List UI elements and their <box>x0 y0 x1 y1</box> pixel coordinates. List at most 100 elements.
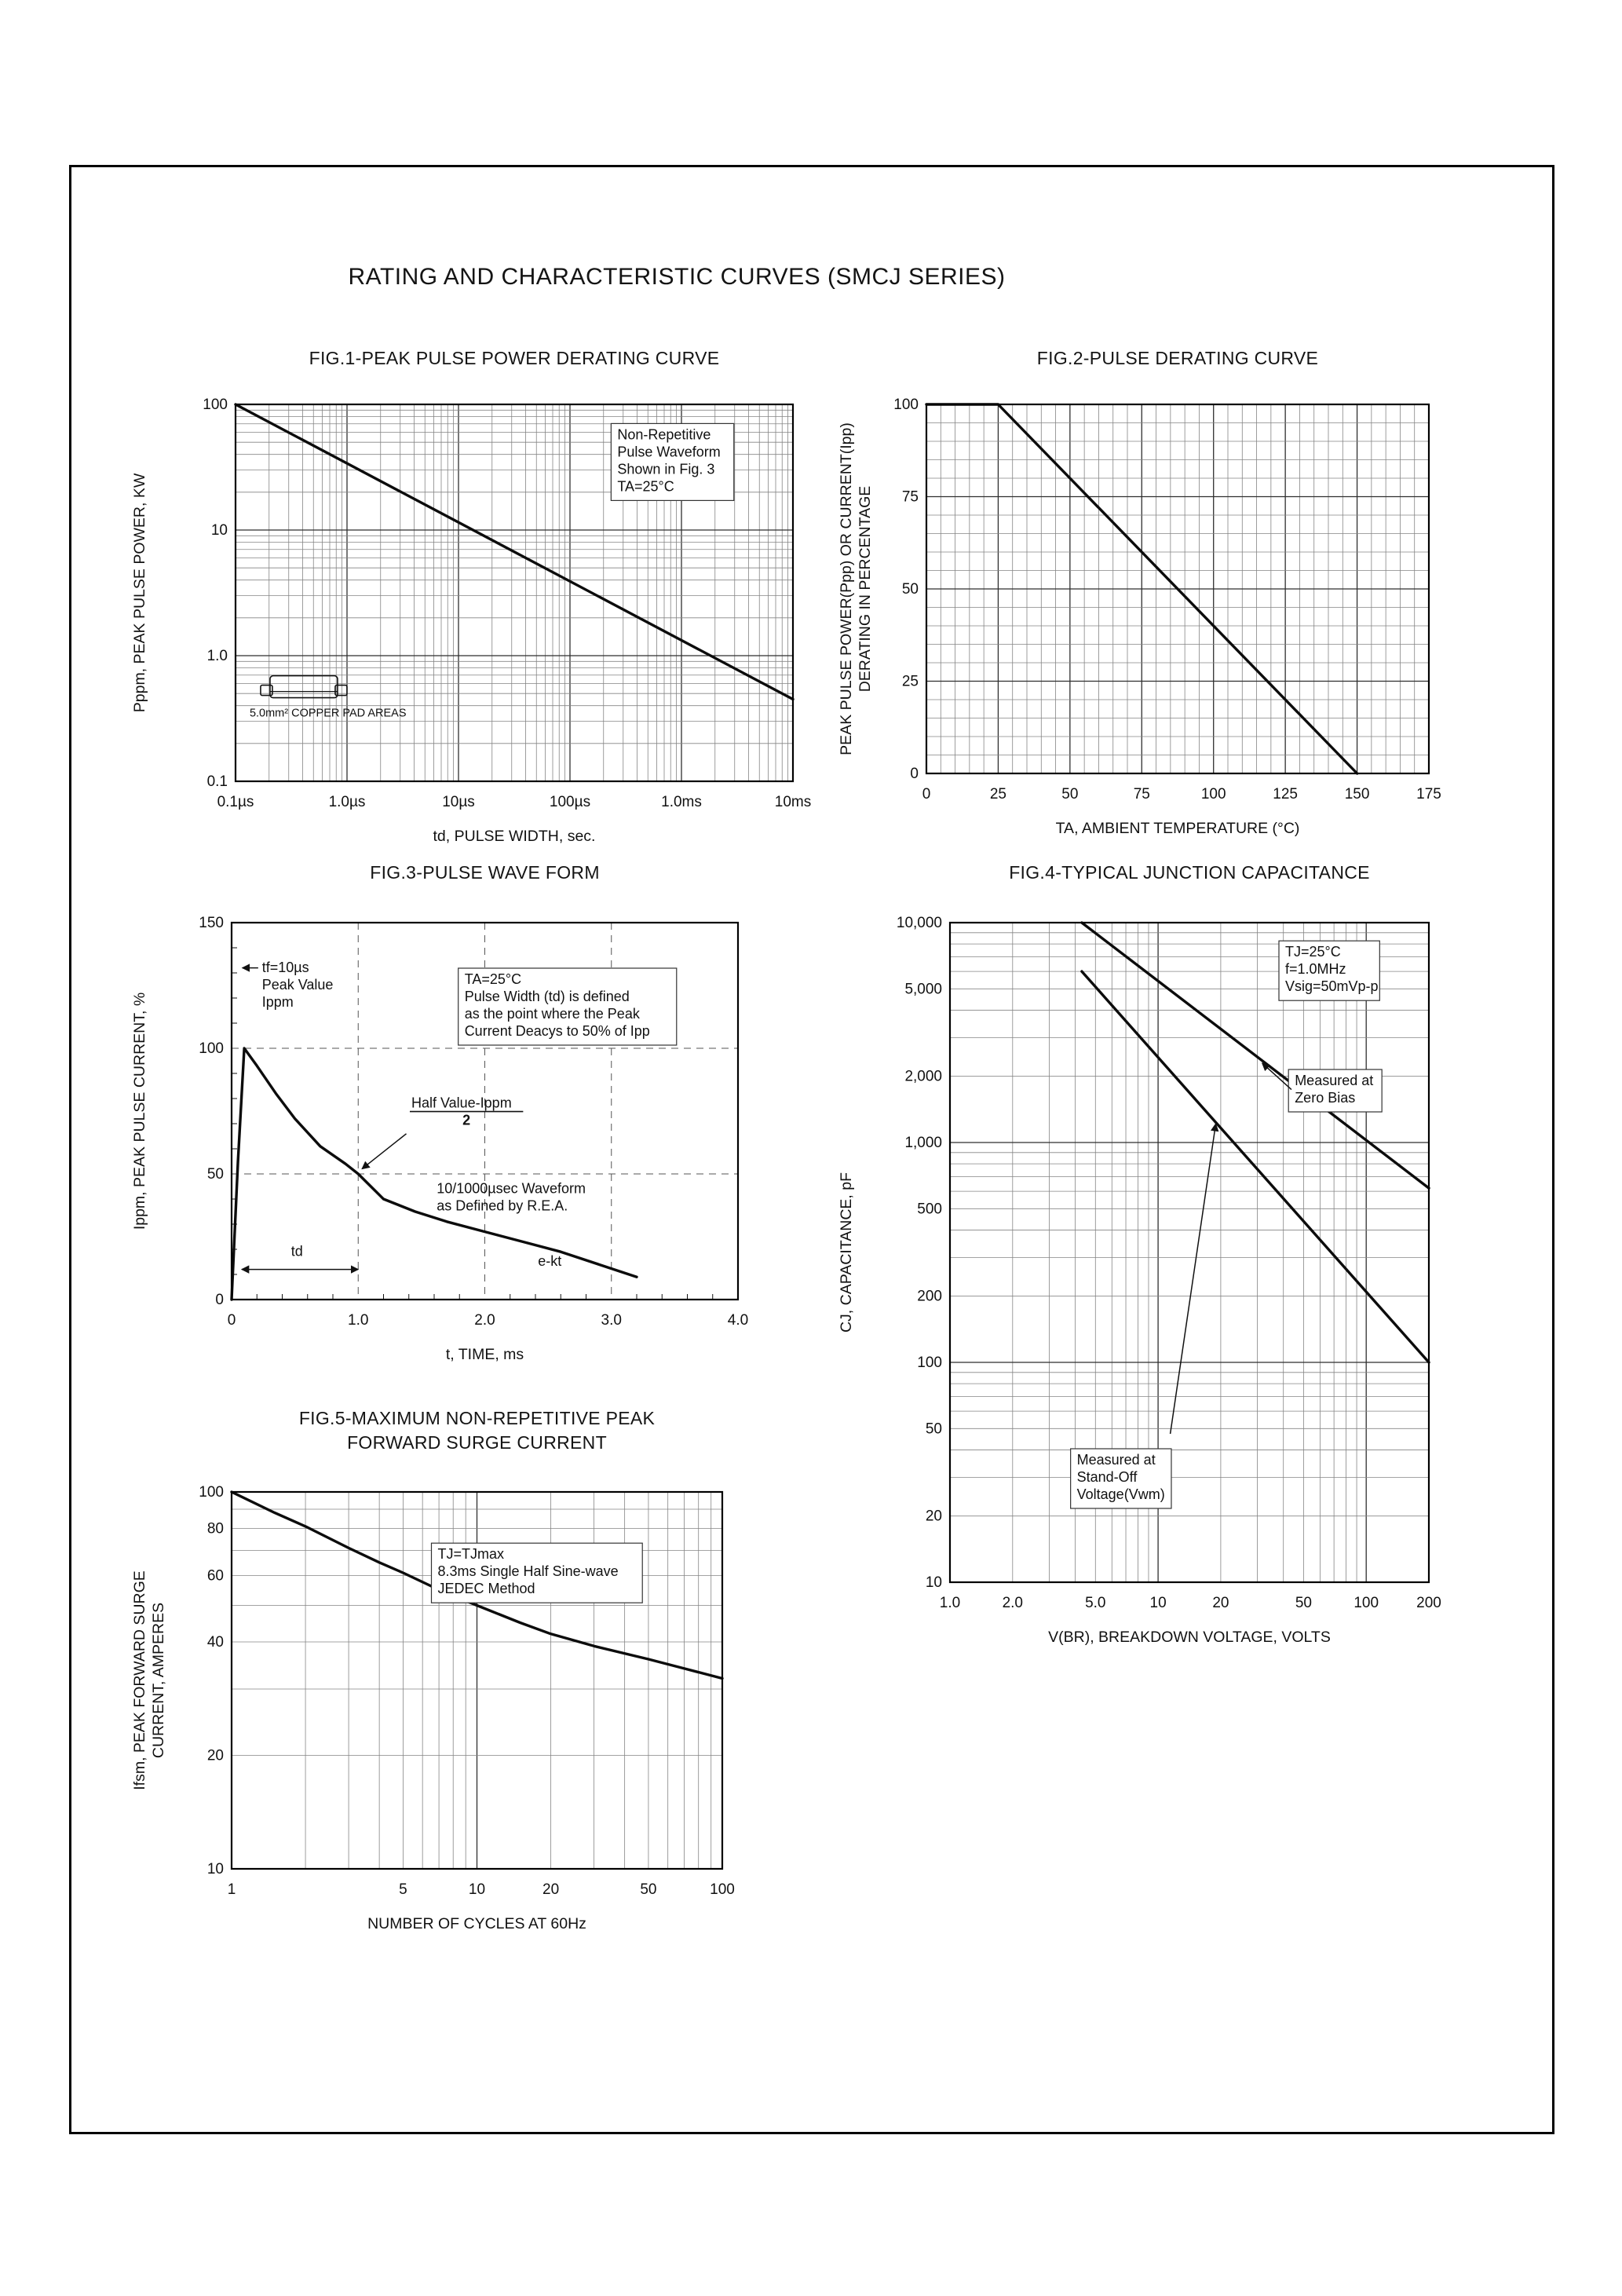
svg-text:Zero Bias: Zero Bias <box>1295 1090 1355 1106</box>
fig3-axis-labels: 0 1.0 2.0 3.0 4.0 0 50 100 150 t, TIME, ms Ippm, P… <box>131 915 748 1363</box>
page-border-frame <box>69 165 1554 2134</box>
svg-text:Peak Value: Peak Value <box>262 977 334 993</box>
svg-text:100: 100 <box>199 1484 224 1501</box>
svg-text:tf=10µs: tf=10µs <box>262 960 309 975</box>
svg-text:5: 5 <box>399 1881 407 1898</box>
fig1-plot-border <box>234 403 795 783</box>
fig2-plot-border <box>925 403 1430 775</box>
svg-text:200: 200 <box>1416 1595 1441 1611</box>
svg-text:5.0: 5.0 <box>1085 1595 1105 1611</box>
svg-text:25: 25 <box>990 786 1006 803</box>
svg-text:Shown in Fig. 3: Shown in Fig. 3 <box>617 461 714 477</box>
svg-text:50: 50 <box>640 1881 656 1898</box>
fig1-series <box>234 403 795 701</box>
svg-text:JEDEC Method: JEDEC Method <box>438 1581 535 1596</box>
svg-text:1.0µs: 1.0µs <box>329 794 366 810</box>
svg-text:10/1000µsec Waveform: 10/1000µsec Waveform <box>437 1180 586 1196</box>
svg-text:100: 100 <box>203 397 228 413</box>
svg-text:10µs: 10µs <box>442 794 475 810</box>
svg-text:60: 60 <box>207 1567 224 1584</box>
figure-1-chart: 0.1µs 1.0µs 10µs 100µs 1.0ms 10ms 100 10 1.0 0.1 t… <box>131 397 811 845</box>
svg-text:5,000: 5,000 <box>904 981 942 997</box>
figure-5-max-forward-surge-current: FIG.5-MAXIMUM NON-REPETITIVE PEAK FORWAR… <box>118 1402 871 1963</box>
page-title: RATING AND CHARACTERISTIC CURVES (SMCJ S… <box>348 264 1006 290</box>
svg-text:100: 100 <box>1201 786 1226 803</box>
svg-text:20: 20 <box>207 1748 224 1764</box>
svg-text:50: 50 <box>1061 786 1078 803</box>
svg-text:Vsig=50mVp-p: Vsig=50mVp-p <box>1285 978 1379 994</box>
fig4-grid <box>950 923 1429 1582</box>
figure-3-pulse-wave-form: FIG.3-PULSE WAVE FORM 0 1.0 2.0 3.0 4.0 0 50 10… <box>118 856 871 1394</box>
series-peak-pulse-power-derating <box>234 403 795 701</box>
figure-3-title: FIG.3-PULSE WAVE FORM <box>370 862 600 883</box>
svg-text:150: 150 <box>1345 786 1370 803</box>
svg-text:80: 80 <box>207 1521 224 1537</box>
svg-text:100: 100 <box>917 1355 942 1371</box>
svg-text:10: 10 <box>1150 1595 1167 1611</box>
svg-text:50: 50 <box>902 581 919 598</box>
svg-text:Half Value-Ippm: Half Value-Ippm <box>411 1095 512 1111</box>
svg-text:as Defined by R.E.A.: as Defined by R.E.A. <box>437 1197 568 1213</box>
svg-text:Ippm, PEAK PULSE CURRENT, %: Ippm, PEAK PULSE CURRENT, % <box>131 993 148 1230</box>
svg-text:25: 25 <box>902 674 919 690</box>
fig3-plot-border <box>230 921 740 1301</box>
svg-text:3.0: 3.0 <box>601 1312 622 1329</box>
svg-text:100: 100 <box>893 397 919 413</box>
series-measured-at-stand-off-voltage <box>1080 970 1430 1364</box>
fig2-grid <box>926 404 1429 773</box>
svg-text:0: 0 <box>922 786 931 803</box>
svg-text:0: 0 <box>910 766 919 782</box>
svg-text:f=1.0MHz: f=1.0MHz <box>1285 961 1346 977</box>
svg-text:V(BR), BREAKDOWN VOLTAGE, VOLT: V(BR), BREAKDOWN VOLTAGE, VOLTS <box>1048 1629 1331 1646</box>
svg-text:75: 75 <box>1134 786 1150 803</box>
svg-text:Current Deacys to 50% of Ipp: Current Deacys to 50% of Ipp <box>465 1023 650 1039</box>
fig1-grid <box>236 404 793 781</box>
svg-text:100: 100 <box>1353 1595 1379 1611</box>
svg-text:100µs: 100µs <box>550 794 590 810</box>
svg-text:10: 10 <box>211 522 228 539</box>
svg-text:100: 100 <box>710 1881 735 1898</box>
svg-text:CJ, CAPACITANCE, pF: CJ, CAPACITANCE, pF <box>838 1172 855 1333</box>
svg-text:2,000: 2,000 <box>904 1069 942 1085</box>
svg-text:10: 10 <box>926 1574 942 1591</box>
svg-text:1.0: 1.0 <box>348 1312 368 1329</box>
figure-1-title: FIG.1-PEAK PULSE POWER DERATING CURVE <box>309 348 720 368</box>
fig4-axis-labels: 1.0 2.0 5.0 10 20 50 100 200 10,000 5,000 2,000 1,0… <box>838 915 1441 1646</box>
fig3-series <box>230 1047 638 1301</box>
svg-text:100: 100 <box>199 1040 224 1057</box>
svg-text:150: 150 <box>199 915 224 931</box>
figure-3-chart: 0 1.0 2.0 3.0 4.0 0 50 100 150 t, TIME, ms Ippm, P… <box>131 915 748 1363</box>
svg-text:10,000: 10,000 <box>897 915 942 931</box>
fig5-plot-border <box>230 1490 724 1870</box>
svg-text:TA=25°C: TA=25°C <box>617 478 674 494</box>
figure-4-title: FIG.4-TYPICAL JUNCTION CAPACITANCE <box>1009 862 1370 883</box>
svg-text:TA=25°C: TA=25°C <box>465 971 521 987</box>
svg-text:50: 50 <box>926 1420 942 1437</box>
svg-text:Ifsm, PEAK FORWARD SURGE: Ifsm, PEAK FORWARD SURGE <box>131 1570 148 1790</box>
svg-text:1,000: 1,000 <box>904 1135 942 1151</box>
series-pulse-waveform <box>230 1047 638 1301</box>
fig1-axis-labels: 0.1µs 1.0µs 10µs 100µs 1.0ms 10ms 100 10 1.0 0.1 t… <box>131 397 811 845</box>
fig2-axis-labels: 0 25 50 75 100 125 150 175 0 25 50 75 100 TA, AMBIENT… <box>838 397 1441 837</box>
svg-text:CURRENT, AMPERES: CURRENT, AMPERES <box>150 1603 167 1758</box>
svg-text:1: 1 <box>228 1881 236 1898</box>
svg-text:10: 10 <box>469 1881 485 1898</box>
fig4-plot-border <box>948 921 1430 1584</box>
svg-text:t, TIME, ms: t, TIME, ms <box>446 1346 524 1363</box>
fig5-axis-labels: 1 5 10 20 50 100 100 80 60 40 20 10 NUMBER OF CYCLES… <box>131 1484 735 1932</box>
svg-text:2.0: 2.0 <box>1003 1595 1023 1611</box>
svg-text:50: 50 <box>207 1166 224 1183</box>
svg-text:0: 0 <box>215 1292 224 1308</box>
svg-text:1.0ms: 1.0ms <box>661 794 702 810</box>
svg-text:20: 20 <box>542 1881 559 1898</box>
svg-text:TJ=25°C: TJ=25°C <box>1285 944 1341 960</box>
svg-text:8.3ms Single Half Sine-wave: 8.3ms Single Half Sine-wave <box>438 1563 619 1579</box>
svg-text:2.0: 2.0 <box>474 1312 495 1329</box>
svg-text:0: 0 <box>228 1312 236 1329</box>
svg-text:e-kt: e-kt <box>538 1253 561 1269</box>
svg-text:DERATING IN PERCENTAGE: DERATING IN PERCENTAGE <box>857 486 874 693</box>
svg-text:40: 40 <box>207 1634 224 1651</box>
